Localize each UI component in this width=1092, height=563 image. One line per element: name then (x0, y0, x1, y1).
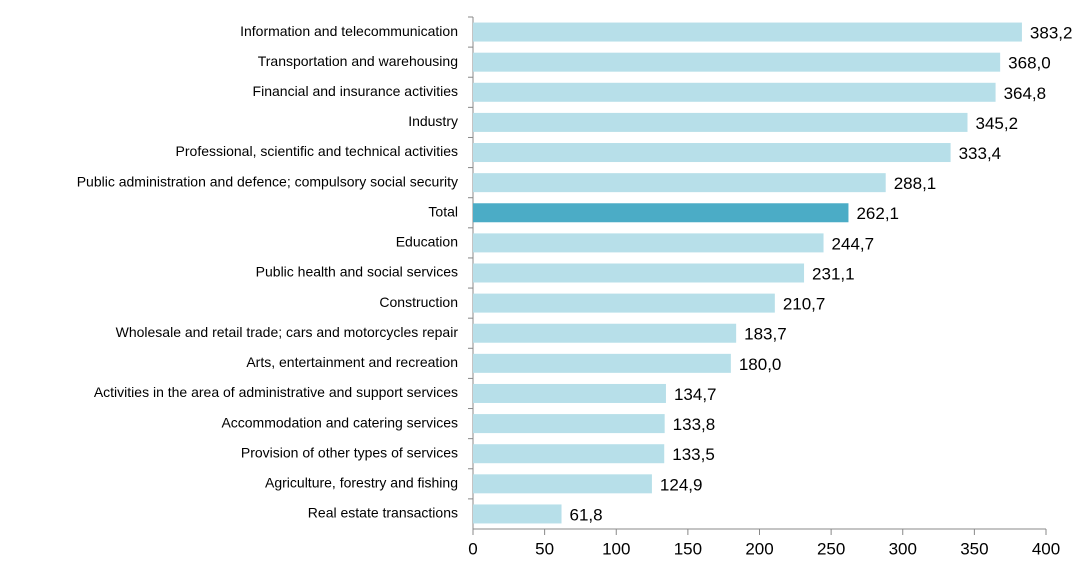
bar (473, 112, 968, 132)
y-tick-label: Education (396, 234, 458, 250)
value-label: 133,8 (673, 415, 716, 434)
bar (473, 504, 562, 524)
y-tick-label: Public health and social services (256, 264, 458, 280)
value-label: 210,7 (783, 295, 826, 314)
value-label: 244,7 (832, 234, 875, 253)
bar (473, 444, 665, 464)
bar (473, 203, 849, 223)
y-tick-label: Information and telecommunication (240, 23, 458, 39)
y-tick-label: Public administration and defence; compu… (77, 173, 458, 189)
value-label: 383,2 (1030, 24, 1073, 43)
y-tick-label: Accommodation and catering services (221, 414, 458, 430)
x-tick-label: 100 (602, 539, 630, 558)
value-label: 133,5 (672, 445, 715, 464)
bar (473, 22, 1022, 42)
y-tick-label: Provision of other types of services (241, 444, 458, 460)
value-label: 288,1 (894, 174, 937, 193)
value-label: 368,0 (1008, 54, 1051, 73)
bar (473, 263, 805, 283)
bar (473, 293, 775, 313)
bar (473, 233, 824, 253)
value-label: 124,9 (660, 475, 703, 494)
x-tick-label: 0 (468, 539, 477, 558)
value-label: 262,1 (856, 204, 899, 223)
x-tick-label: 200 (745, 539, 773, 558)
y-tick-label: Total (428, 203, 458, 219)
y-tick-label: Financial and insurance activities (253, 83, 458, 99)
y-tick-label: Transportation and warehousing (258, 53, 458, 69)
y-tick-label: Agriculture, forestry and fishing (265, 475, 458, 491)
bar (473, 474, 652, 494)
value-label: 333,4 (959, 144, 1002, 163)
y-tick-label: Professional, scientific and technical a… (176, 143, 458, 159)
value-label: 61,8 (570, 505, 603, 524)
value-label: 345,2 (975, 114, 1018, 133)
x-tick-label: 50 (535, 539, 554, 558)
x-tick-label: 400 (1032, 539, 1060, 558)
value-label: 364,8 (1004, 84, 1047, 103)
x-tick-label: 250 (817, 539, 845, 558)
y-tick-label: Arts, entertainment and recreation (246, 354, 458, 370)
value-label: 134,7 (674, 385, 717, 404)
bar (473, 323, 737, 343)
bar (473, 82, 996, 102)
bar (473, 143, 951, 163)
bar (473, 383, 666, 403)
x-tick-label: 350 (960, 539, 988, 558)
y-tick-label: Activities in the area of administrative… (94, 384, 458, 400)
y-tick-label: Construction (379, 294, 458, 310)
value-label: 180,0 (739, 355, 782, 374)
y-tick-label: Wholesale and retail trade; cars and mot… (116, 324, 459, 340)
y-tick-label: Industry (408, 113, 458, 129)
x-tick-label: 300 (889, 539, 917, 558)
value-label: 183,7 (744, 325, 787, 344)
x-tick-label: 150 (674, 539, 702, 558)
y-tick-label: Real estate transactions (308, 505, 458, 521)
bar (473, 173, 886, 193)
bar (473, 414, 665, 434)
bar (473, 353, 731, 373)
bar (473, 52, 1001, 72)
value-label: 231,1 (812, 264, 855, 283)
